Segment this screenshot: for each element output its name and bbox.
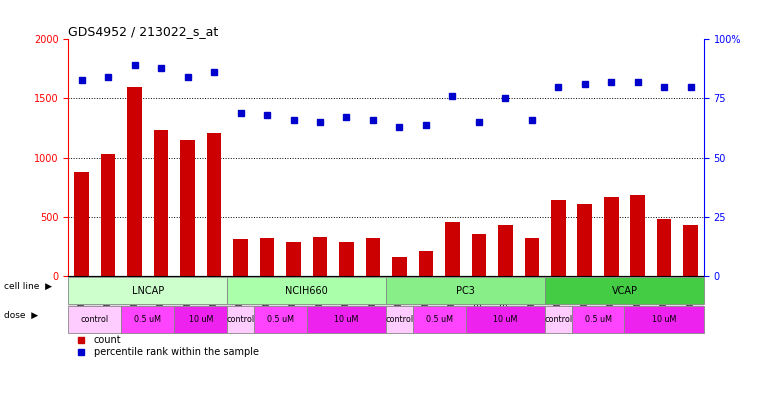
FancyBboxPatch shape <box>677 276 704 307</box>
Bar <box>551 200 565 276</box>
FancyBboxPatch shape <box>68 276 95 307</box>
FancyBboxPatch shape <box>254 276 280 307</box>
FancyBboxPatch shape <box>148 276 174 307</box>
Text: 0.5 uM: 0.5 uM <box>425 315 453 324</box>
FancyBboxPatch shape <box>572 276 598 307</box>
Text: 10 uM: 10 uM <box>652 315 677 324</box>
Text: GDS4952 / 213022_s_at: GDS4952 / 213022_s_at <box>68 25 218 38</box>
FancyBboxPatch shape <box>307 276 333 307</box>
Bar <box>498 225 513 276</box>
Text: percentile rank within the sample: percentile rank within the sample <box>94 347 259 357</box>
FancyBboxPatch shape <box>228 276 254 307</box>
FancyBboxPatch shape <box>201 276 228 307</box>
Text: LNCAP: LNCAP <box>132 286 164 296</box>
Text: 10 uM: 10 uM <box>189 315 213 324</box>
Bar <box>445 222 460 276</box>
Bar <box>578 204 592 276</box>
Bar <box>286 242 301 276</box>
FancyBboxPatch shape <box>651 276 677 307</box>
Bar <box>604 197 619 276</box>
Text: control: control <box>227 315 255 324</box>
FancyBboxPatch shape <box>174 276 201 307</box>
Text: 10 uM: 10 uM <box>493 315 517 324</box>
FancyBboxPatch shape <box>122 276 148 307</box>
Bar <box>154 130 168 276</box>
Bar <box>412 306 466 333</box>
Bar <box>180 140 195 276</box>
FancyBboxPatch shape <box>466 276 492 307</box>
Bar <box>75 172 89 276</box>
Text: 0.5 uM: 0.5 uM <box>135 315 161 324</box>
Text: VCAP: VCAP <box>612 286 638 296</box>
Bar <box>524 238 539 276</box>
Bar <box>657 219 671 276</box>
Bar <box>466 306 545 333</box>
Bar <box>630 195 645 276</box>
FancyBboxPatch shape <box>598 276 625 307</box>
Bar <box>228 277 386 305</box>
Bar <box>392 257 406 276</box>
Text: dose  ▶: dose ▶ <box>4 311 38 320</box>
Text: 10 uM: 10 uM <box>334 315 358 324</box>
Bar <box>174 306 228 333</box>
Bar <box>260 238 275 276</box>
Bar <box>419 251 433 276</box>
Bar <box>339 242 354 276</box>
Text: control: control <box>81 315 109 324</box>
Bar <box>234 239 248 276</box>
Bar <box>254 306 307 333</box>
Bar <box>683 224 698 276</box>
Bar <box>101 154 116 276</box>
Bar <box>366 238 380 276</box>
FancyBboxPatch shape <box>518 276 545 307</box>
Bar <box>68 277 228 305</box>
Text: control: control <box>544 315 572 324</box>
Bar <box>386 306 412 333</box>
FancyBboxPatch shape <box>386 276 412 307</box>
Bar <box>386 277 545 305</box>
Text: 0.5 uM: 0.5 uM <box>267 315 294 324</box>
Bar <box>127 86 142 276</box>
Text: count: count <box>94 335 122 345</box>
Text: control: control <box>385 315 413 324</box>
Bar <box>545 277 704 305</box>
Bar <box>572 306 625 333</box>
Bar <box>207 133 221 276</box>
Bar <box>228 306 254 333</box>
Text: NCIH660: NCIH660 <box>285 286 328 296</box>
Text: PC3: PC3 <box>456 286 475 296</box>
FancyBboxPatch shape <box>95 276 122 307</box>
Bar <box>307 306 386 333</box>
Text: cell line  ▶: cell line ▶ <box>4 282 52 291</box>
FancyBboxPatch shape <box>439 276 466 307</box>
FancyBboxPatch shape <box>280 276 307 307</box>
Bar <box>545 306 572 333</box>
Bar <box>122 306 174 333</box>
FancyBboxPatch shape <box>492 276 518 307</box>
Bar <box>472 234 486 276</box>
FancyBboxPatch shape <box>333 276 360 307</box>
FancyBboxPatch shape <box>412 276 439 307</box>
FancyBboxPatch shape <box>360 276 386 307</box>
FancyBboxPatch shape <box>625 276 651 307</box>
Bar <box>625 306 704 333</box>
Text: 0.5 uM: 0.5 uM <box>584 315 612 324</box>
Bar <box>313 237 327 276</box>
Bar <box>68 306 122 333</box>
FancyBboxPatch shape <box>545 276 572 307</box>
